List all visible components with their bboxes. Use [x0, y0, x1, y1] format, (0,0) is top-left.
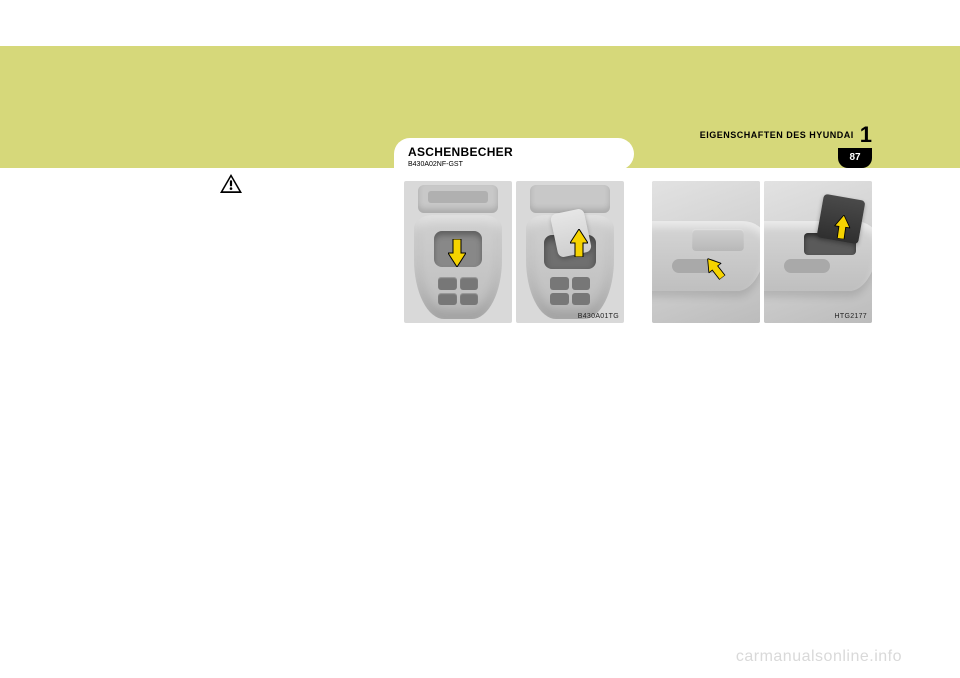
figure-label: HTG2177: [835, 313, 867, 320]
warning-triangle-icon: [220, 174, 242, 193]
figure-rear-pane-closed: [652, 181, 760, 323]
header-right: EIGENSCHAFTEN DES HYUNDAI 1: [700, 124, 872, 146]
figure-front-pane-open: B430A01TG: [516, 181, 624, 323]
page-number: 87: [849, 152, 860, 163]
figure-label: B430A01TG: [578, 313, 619, 320]
section-title: ASCHENBECHER: [408, 145, 620, 159]
chapter-number: 1: [860, 124, 872, 146]
section-label: EIGENSCHAFTEN DES HYUNDAI: [700, 130, 854, 140]
section-code: B430A02NF-GST: [408, 161, 620, 168]
figure-front-pane-closed: [404, 181, 512, 323]
figure-rear-pane-open: HTG2177: [764, 181, 872, 323]
arrow-up-icon: [832, 214, 854, 244]
arrow-up-icon: [570, 229, 588, 257]
page-number-tab: 87: [838, 148, 872, 168]
arrow-down-icon: [448, 239, 466, 267]
figure-front-ashtray: B430A01TG: [404, 181, 624, 323]
watermark-text: carmanualsonline.info: [736, 648, 902, 666]
manual-page: EIGENSCHAFTEN DES HYUNDAI 1 87 ASCHENBEC…: [0, 0, 960, 678]
section-heading-tab: ASCHENBECHER B430A02NF-GST: [394, 138, 634, 170]
figure-rear-ashtray: HTG2177: [652, 181, 872, 323]
